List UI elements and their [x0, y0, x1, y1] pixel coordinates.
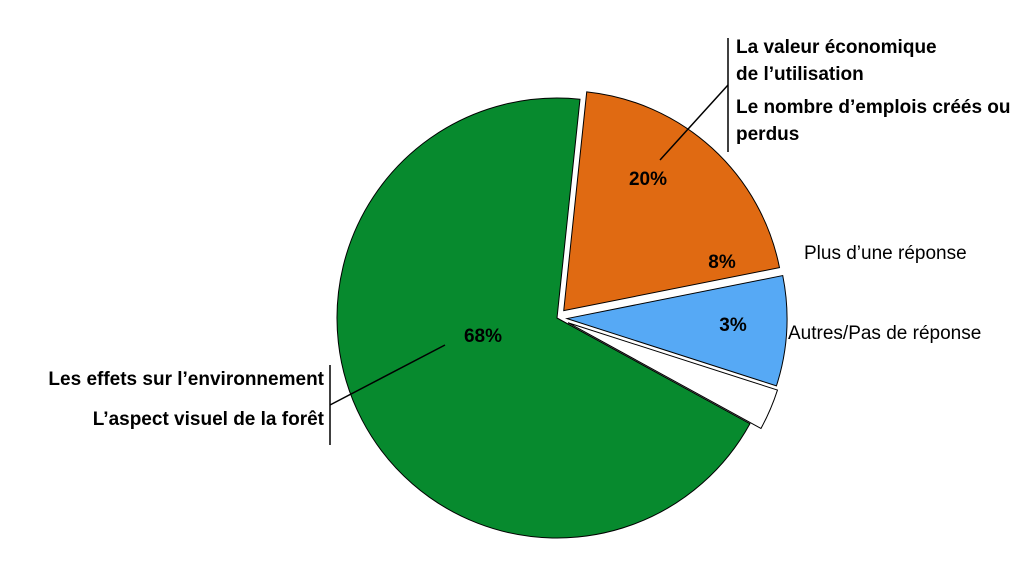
pie-slice	[336, 97, 751, 539]
category-label: La valeur économique de l’utilisation	[736, 37, 937, 85]
category-label: L’aspect visuel de la forêt	[92, 409, 324, 430]
value-label: 8%	[708, 252, 736, 273]
pie-slice	[563, 91, 781, 312]
category-label: Les effets sur l’environnement	[48, 369, 324, 390]
leader-line	[329, 344, 446, 406]
category-label: Autres/Pas de réponse	[788, 323, 982, 344]
leader-line	[659, 84, 729, 161]
category-label: Le nombre d’emplois créés ou perdus	[736, 97, 1011, 145]
pie-slice	[564, 274, 788, 387]
value-label: 68%	[464, 326, 502, 347]
category-label: Plus d’une réponse	[804, 243, 967, 264]
pie-slice	[567, 322, 779, 430]
value-label: 20%	[629, 169, 667, 190]
value-label: 3%	[719, 315, 747, 336]
